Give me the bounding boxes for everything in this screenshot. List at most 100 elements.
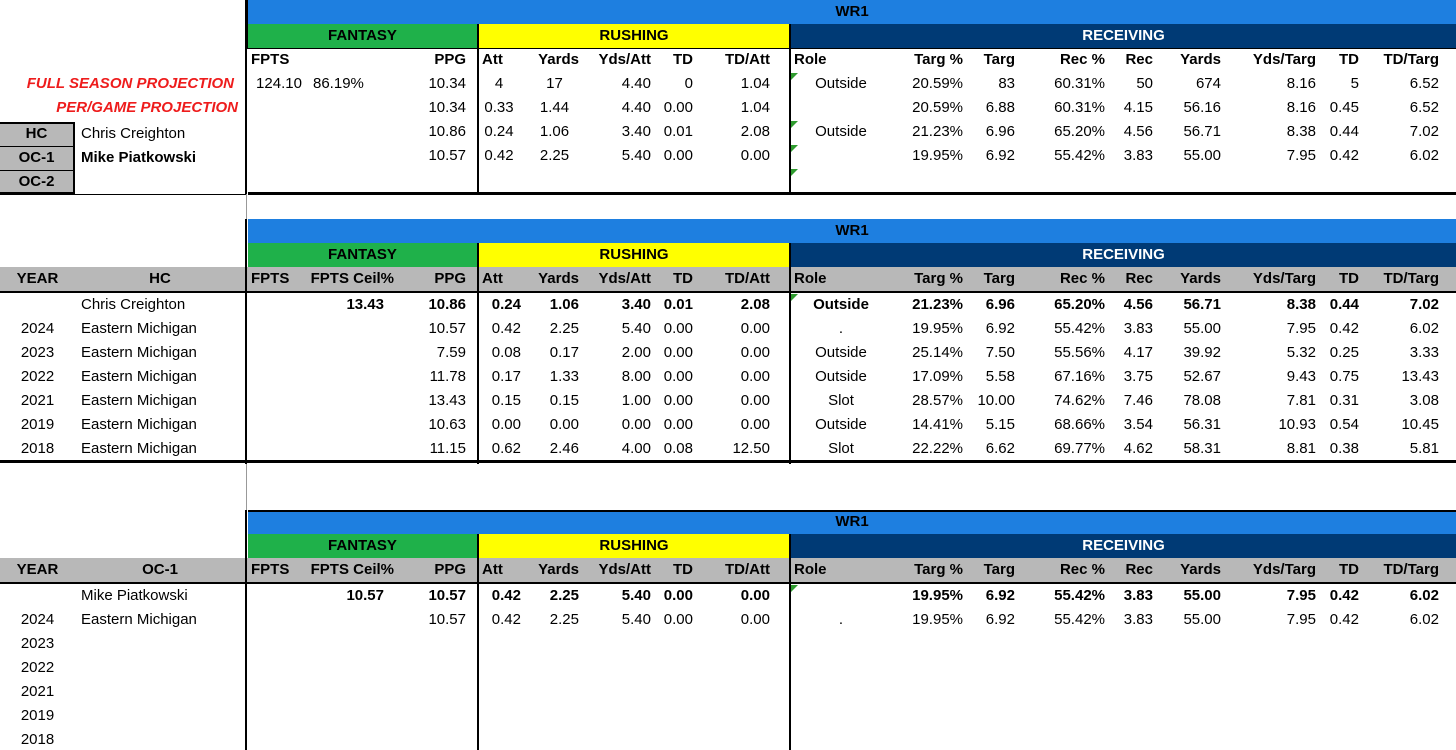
history-cell: 8.00 xyxy=(621,368,651,385)
rushing-group-header xyxy=(479,24,789,48)
proj-cell xyxy=(248,98,310,118)
history-cell: 14.41% xyxy=(912,416,963,433)
history-cell: 6.62 xyxy=(985,440,1015,457)
column-header: Targ xyxy=(983,270,1015,287)
history-cell: 0.00 xyxy=(740,320,770,337)
proj-cell xyxy=(791,98,891,118)
history-cell: 0.00 xyxy=(663,368,693,385)
proj-cell: 4.56 xyxy=(1123,123,1153,140)
column-header: Yds/Att xyxy=(598,51,652,68)
coach-cell: Eastern Michigan xyxy=(81,344,197,361)
year-cell: 2019 xyxy=(20,707,55,724)
section-banner-label: WR1 xyxy=(835,222,869,239)
year-header: YEAR xyxy=(16,270,59,287)
history-cell: 6.92 xyxy=(985,611,1015,628)
proj-cell xyxy=(310,98,400,118)
column-header: Att xyxy=(482,561,503,578)
history-cell: Slot xyxy=(828,440,854,457)
column-header: Rec % xyxy=(1059,51,1105,68)
column-header: Yds/Targ xyxy=(1252,270,1316,287)
fantasy-group-header xyxy=(248,243,477,267)
history-cell: 69.77% xyxy=(1054,440,1105,457)
column-header: TD xyxy=(673,561,693,578)
proj-cell: 1.44 xyxy=(539,99,570,116)
history-cell: 5.58 xyxy=(985,368,1015,385)
history-cell: 6.02 xyxy=(1409,587,1439,604)
proj-cell: 56.71 xyxy=(1183,123,1221,140)
history-cell: 10.57 xyxy=(428,320,466,337)
history-cell xyxy=(310,391,390,411)
coach-cell: Eastern Michigan xyxy=(81,440,197,457)
proj-cell: 6.88 xyxy=(985,99,1015,116)
history-cell: 6.02 xyxy=(1409,611,1439,628)
proj-cell: 0.00 xyxy=(740,147,770,164)
column-header: TD/Att xyxy=(725,51,770,68)
history-cell: 55.56% xyxy=(1054,344,1105,361)
proj-cell: 2.08 xyxy=(740,123,770,140)
column-header: Targ % xyxy=(914,561,963,578)
proj-cell: 6.02 xyxy=(1409,147,1439,164)
comment-marker xyxy=(790,121,798,129)
history-cell: 55.00 xyxy=(1183,320,1221,337)
year-cell: 2023 xyxy=(20,635,55,652)
proj-cell: 60.31% xyxy=(1054,75,1105,92)
column-header: Rec % xyxy=(1059,561,1105,578)
comment-marker xyxy=(790,73,798,81)
column-header: TD/Att xyxy=(725,561,770,578)
year-cell: 2021 xyxy=(20,683,55,700)
proj-cell: 4.15 xyxy=(1123,99,1153,116)
coach-tag: HC xyxy=(25,125,48,142)
history-cell: 10.63 xyxy=(428,416,466,433)
year-cell: 2022 xyxy=(20,368,55,385)
history-cell: 13.43 xyxy=(346,296,384,313)
column-header: Yds/Targ xyxy=(1252,561,1316,578)
divider-line xyxy=(73,122,75,194)
history-cell: 10.57 xyxy=(346,587,384,604)
proj-cell xyxy=(791,146,891,166)
history-cell: 0.00 xyxy=(549,416,579,433)
rushing-group-header xyxy=(479,243,789,267)
history-cell: 2.08 xyxy=(740,296,770,313)
history-cell: 12.50 xyxy=(732,440,770,457)
proj-cell: 1.06 xyxy=(539,123,570,140)
column-header: Yards xyxy=(538,561,579,578)
fantasy-label: FANTASY xyxy=(328,27,397,44)
proj-cell: 6.52 xyxy=(1409,75,1439,92)
year-cell: 2024 xyxy=(20,611,55,628)
proj-cell: 19.95% xyxy=(912,147,963,164)
proj-cell: 4 xyxy=(494,75,504,92)
history-cell: 0.00 xyxy=(663,416,693,433)
history-cell: 10.86 xyxy=(428,296,466,313)
history-cell: 0.00 xyxy=(740,611,770,628)
proj-cell: 0.45 xyxy=(1329,99,1359,116)
proj-cell: 0.42 xyxy=(484,147,514,164)
coach-cell xyxy=(78,658,243,678)
history-cell: 55.00 xyxy=(1183,587,1221,604)
year-cell: 2023 xyxy=(20,344,55,361)
column-header: Yards xyxy=(538,270,579,287)
proj-cell xyxy=(310,122,400,142)
receiving-label: RECEIVING xyxy=(1082,27,1165,44)
history-cell xyxy=(310,439,390,459)
history-cell: 10.57 xyxy=(428,587,466,604)
history-cell xyxy=(248,391,310,411)
column-header: Rec % xyxy=(1059,270,1105,287)
fantasy-label: FANTASY xyxy=(328,246,397,263)
history-cell: 5.15 xyxy=(985,416,1015,433)
divider-line xyxy=(789,534,791,750)
history-cell: 10.93 xyxy=(1278,416,1316,433)
coach-name: Chris Creighton xyxy=(81,125,186,142)
divider-line xyxy=(0,194,246,195)
history-cell: 0.08 xyxy=(491,344,521,361)
proj-cell: 4.40 xyxy=(621,75,651,92)
history-cell: 39.92 xyxy=(1183,344,1221,361)
rushing-label: RUSHING xyxy=(599,27,669,44)
receiving-group-header xyxy=(791,534,1456,558)
section-banner xyxy=(248,510,1456,534)
history-cell: 2.46 xyxy=(549,440,579,457)
history-cell: 55.42% xyxy=(1054,320,1105,337)
year-cell: 2018 xyxy=(20,440,55,457)
proj-cell: 1.04 xyxy=(740,75,770,92)
history-cell: 0.00 xyxy=(740,368,770,385)
divider-line xyxy=(0,582,1456,584)
